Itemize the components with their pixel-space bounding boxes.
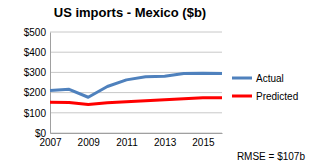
- annotation: RMSE = $107b: [237, 151, 306, 162]
- y-tick-label: $200: [24, 87, 47, 98]
- grid-line: [50, 112, 222, 113]
- y-tick: $200: [24, 87, 50, 98]
- x-tick-label: 2013: [154, 137, 177, 148]
- x-tick-label: 2011: [116, 137, 138, 148]
- x-tick: 2013: [154, 133, 177, 148]
- legend-swatch: [232, 77, 252, 80]
- y-tick-label: $100: [24, 108, 47, 119]
- legend-swatch: [232, 95, 252, 98]
- grid-line: [50, 133, 222, 134]
- y-tick: $100: [24, 108, 50, 119]
- y-tick: $300: [24, 67, 50, 78]
- chart: US imports - Mexico ($b)$0$100$200$300$4…: [0, 0, 310, 165]
- y-tick: $500: [24, 27, 50, 38]
- series-lines: [50, 73, 222, 104]
- legend-label: Predicted: [256, 91, 298, 102]
- legend: Actual Predicted: [232, 73, 298, 102]
- y-tick: $400: [24, 47, 50, 58]
- x-axis: 2007 2009 2011 2013 2015: [39, 133, 222, 148]
- x-tick: 2011: [116, 133, 138, 148]
- x-tick-label: 2007: [39, 137, 62, 148]
- grid-line: [50, 32, 222, 33]
- y-tick-label: $400: [24, 47, 47, 58]
- grid: [50, 32, 222, 133]
- x-tick: 2015: [192, 133, 215, 148]
- series-line: [50, 98, 222, 105]
- x-axis-line: [51, 133, 223, 134]
- y-axis-line: [50, 33, 51, 134]
- x-tick-label: 2015: [192, 137, 215, 148]
- x-tick: 2009: [78, 133, 101, 148]
- title: US imports - Mexico ($b): [54, 5, 206, 20]
- legend-label: Actual: [256, 73, 284, 84]
- x-tick-label: 2009: [78, 137, 101, 148]
- y-tick-label: $300: [24, 67, 47, 78]
- y-tick-label: $500: [24, 27, 47, 38]
- x-tick: 2007: [39, 133, 62, 148]
- y-axis: $0$100$200$300$400$500: [24, 27, 51, 139]
- grid-line: [50, 52, 222, 53]
- series-line: [50, 73, 222, 97]
- background: [0, 0, 310, 165]
